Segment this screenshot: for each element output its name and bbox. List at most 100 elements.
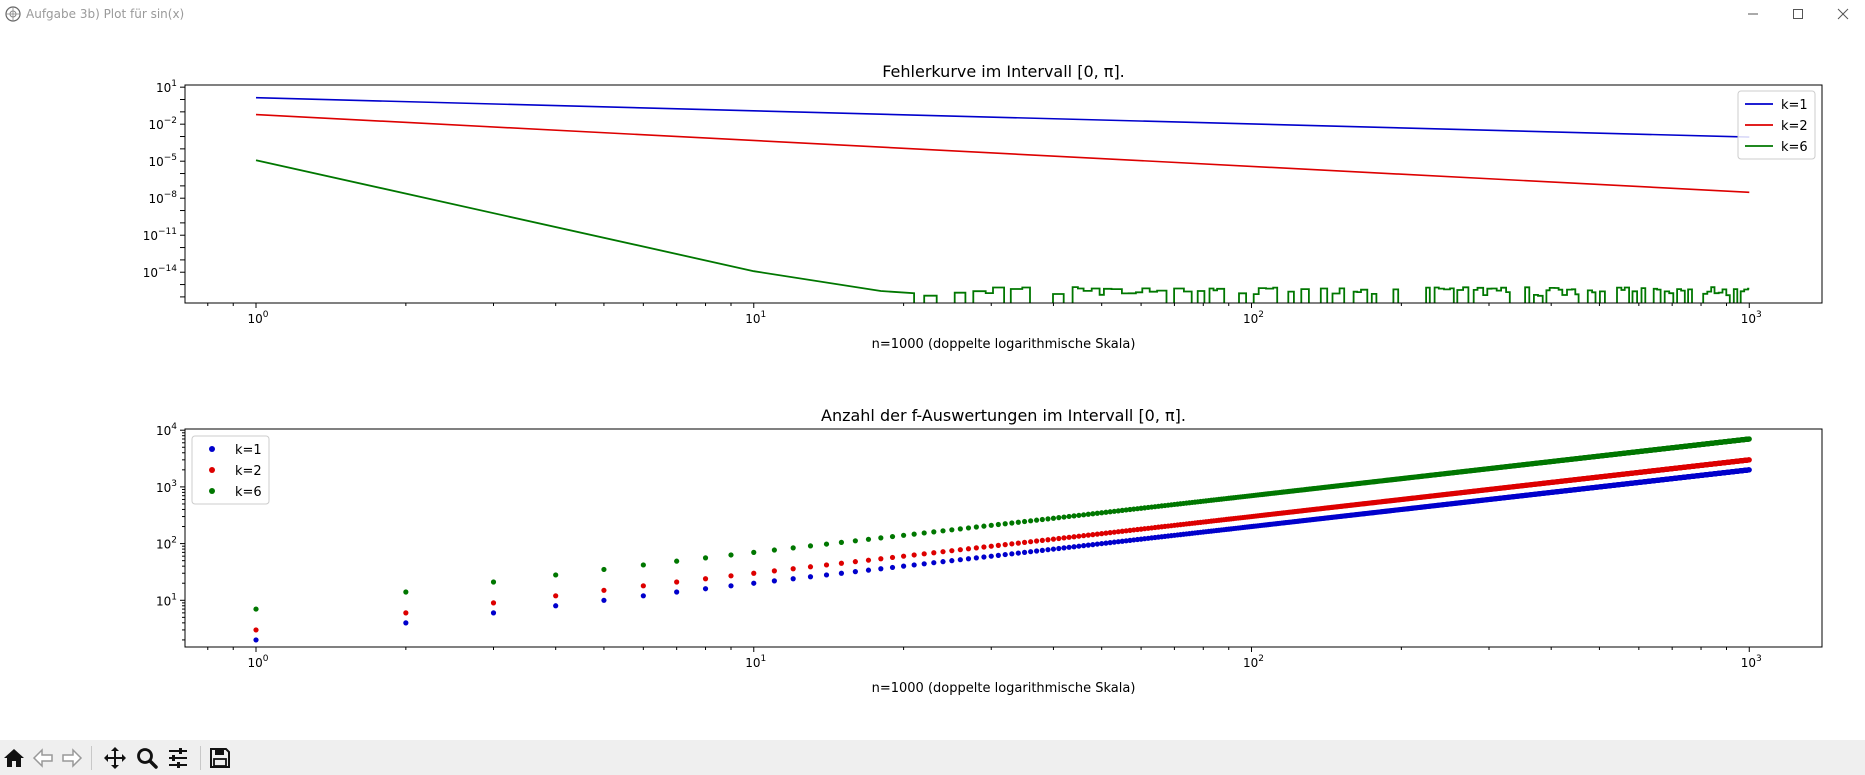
back-button[interactable] (29, 744, 57, 772)
scatter-point-k1 (771, 578, 777, 584)
scatter-point-k2 (1090, 532, 1096, 538)
scatter-point-k6 (911, 531, 917, 537)
y-tick-label: 101 (156, 592, 177, 608)
legend-marker-k2 (209, 467, 215, 473)
minimize-button[interactable] (1730, 0, 1775, 28)
scatter-point-k2 (921, 551, 927, 557)
configure-subplots-button[interactable] (164, 744, 192, 772)
scatter-point-k2 (911, 552, 917, 558)
y-tick-label: 104 (156, 422, 177, 438)
scatter-point-k1 (973, 555, 979, 561)
scatter-point-k1 (901, 563, 907, 569)
zoom-button[interactable] (133, 744, 161, 772)
scatter-point-k6 (889, 533, 896, 540)
scatter-point-k2 (965, 546, 972, 552)
scatter-point-k2 (823, 562, 830, 568)
scatter-point-k6 (865, 536, 872, 542)
x-tick-label: 101 (745, 654, 766, 670)
scatter-point-k1 (1071, 544, 1077, 550)
scatter-point-k6 (949, 527, 955, 533)
scatter-point-k2 (1021, 539, 1028, 545)
scatter-point-k6 (771, 547, 777, 553)
scatter-point-k2 (790, 566, 796, 572)
scatter-point-k6 (1056, 515, 1062, 521)
plot-area (255, 96, 1750, 303)
scatter-point-k6 (553, 572, 559, 578)
scatter-point-k6 (1045, 516, 1051, 522)
y-tick-label: 10−5 (148, 153, 177, 169)
scatter-point-k6 (1111, 508, 1117, 514)
legend-label: k=2 (1781, 119, 1808, 134)
scatter-point-k6 (728, 552, 734, 558)
scatter-point-k1 (981, 554, 987, 560)
scatter-point-k1 (1009, 551, 1015, 557)
home-button[interactable] (0, 744, 28, 772)
scatter-point-k6 (1107, 509, 1113, 515)
scatter-point-k6 (1039, 516, 1045, 523)
scatter-point-k6 (807, 543, 814, 549)
scatter-point-k1 (253, 637, 259, 643)
scatter-point-k6 (702, 555, 709, 561)
scatter-point-k2 (1061, 535, 1067, 541)
scatter-point-k1 (921, 561, 927, 567)
scatter-point-k6 (1015, 519, 1021, 525)
scatter-point-k2 (553, 593, 559, 599)
scatter-point-k1 (1746, 467, 1752, 473)
scatter-point-k6 (253, 606, 259, 612)
scatter-point-k6 (1033, 517, 1040, 523)
scatter-point-k2 (1094, 531, 1100, 537)
scatter-point-k1 (995, 552, 1001, 558)
maximize-button[interactable] (1775, 0, 1820, 28)
scatter-point-k6 (640, 562, 646, 568)
scatter-point-k1 (865, 567, 872, 573)
navigation-toolbar (0, 740, 1865, 775)
scatter-point-k6 (988, 522, 994, 528)
scatter-point-k2 (988, 543, 994, 549)
window-title: Aufgabe 3b) Plot für sin(x) (26, 7, 185, 21)
scatter-point-k6 (931, 529, 937, 535)
scatter-point-k1 (1002, 551, 1008, 558)
scatter-point-k6 (823, 541, 830, 547)
scatter-point-k2 (1009, 541, 1015, 547)
y-tick-label: 10−14 (143, 264, 178, 280)
scatter-point-k1 (728, 583, 734, 589)
scatter-point-k1 (988, 553, 994, 559)
scatter-point-k6 (790, 545, 796, 551)
scatter-point-k1 (1045, 547, 1051, 553)
scatter-point-k6 (973, 524, 979, 530)
forward-button[interactable] (58, 744, 86, 772)
scatter-point-k1 (1103, 540, 1109, 546)
scatter-point-k2 (957, 547, 963, 553)
y-tick-label: 10−11 (143, 227, 177, 243)
legend-label: k=6 (1781, 140, 1808, 155)
scatter-point-k1 (1033, 548, 1040, 554)
scatter-point-k6 (981, 523, 987, 529)
scatter-point-k6 (957, 526, 963, 532)
scatter-point-k6 (901, 532, 907, 538)
scatter-point-k6 (878, 535, 884, 541)
x-axis-label: n=1000 (doppelte logarithmische Skala) (872, 681, 1136, 696)
scatter-point-k1 (702, 586, 709, 592)
scatter-point-k6 (1009, 520, 1015, 526)
scatter-point-k2 (601, 587, 607, 593)
scatter-point-k1 (1123, 538, 1129, 544)
scatter-point-k1 (1111, 539, 1117, 545)
scatter-point-k1 (838, 570, 845, 576)
scatter-point-k6 (1076, 512, 1082, 518)
scatter-point-k2 (1050, 536, 1057, 542)
scatter-point-k2 (838, 560, 845, 566)
scatter-point-k1 (823, 572, 830, 578)
legend-label: k=6 (235, 485, 262, 500)
y-tick-label: 103 (156, 479, 177, 495)
save-button[interactable] (206, 744, 234, 772)
scatter-point-k2 (807, 564, 814, 570)
home-icon (4, 749, 24, 767)
pan-button[interactable] (101, 744, 129, 772)
close-button[interactable] (1820, 0, 1865, 28)
scatter-point-k2 (1076, 533, 1082, 539)
scatter-point-k2 (1015, 540, 1021, 546)
scatter-point-k6 (940, 528, 946, 534)
x-tick-label: 100 (248, 654, 269, 670)
scatter-point-k2 (940, 549, 946, 555)
legend-marker-k6 (209, 488, 215, 494)
